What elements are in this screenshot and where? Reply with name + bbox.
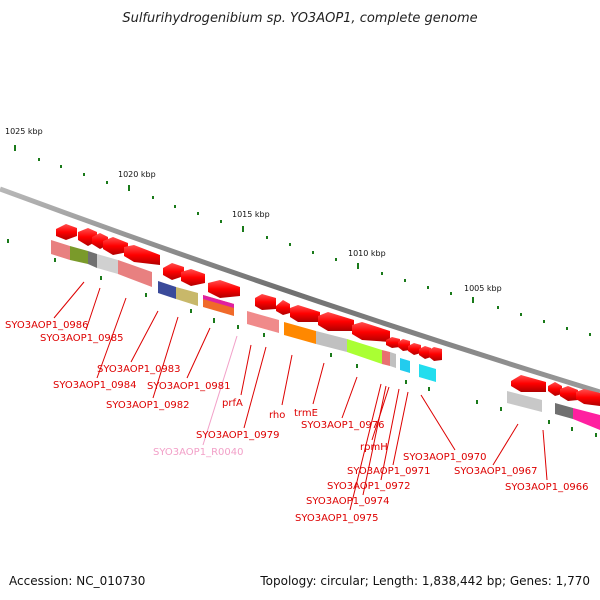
gene-label[interactable]: SYO3AOP1_0967 <box>454 466 538 477</box>
kbp-label-1025: 1025 kbp <box>5 127 43 136</box>
gene-block[interactable] <box>118 260 152 287</box>
gene-block[interactable] <box>88 251 97 268</box>
gene-label[interactable]: prfA <box>222 398 243 409</box>
gene-arrow[interactable] <box>103 237 128 255</box>
gene-label[interactable]: SYO3AOP1_0975 <box>295 513 379 524</box>
gene-label[interactable]: trmE <box>294 408 318 419</box>
gene-label-rna[interactable]: SYO3AOP1_R0040 <box>153 447 243 458</box>
genome-backbone <box>0 186 600 395</box>
gene-label-group: SYO3AOP1_0986 SYO3AOP1_0985 SYO3AOP1_098… <box>5 320 589 524</box>
gene-block[interactable] <box>390 352 396 368</box>
gene-block[interactable] <box>70 246 88 264</box>
kbp-label-1015: 1015 kbp <box>232 210 270 219</box>
gene-label[interactable]: SYO3AOP1_0970 <box>403 452 487 463</box>
gene-block[interactable] <box>158 281 176 299</box>
gene-arrow[interactable] <box>208 280 240 298</box>
accession-text: Accession: NC_010730 <box>9 574 145 588</box>
gene-block[interactable] <box>97 254 118 274</box>
leader-lines <box>53 281 548 511</box>
gene-arrow[interactable] <box>548 382 562 396</box>
gene-label[interactable]: SYO3AOP1_0974 <box>306 496 390 507</box>
gene-arrow[interactable] <box>352 322 390 342</box>
gene-blocks <box>51 240 600 430</box>
gene-label[interactable]: SYO3AOP1_0983 <box>97 364 181 375</box>
gene-block[interactable] <box>203 295 234 308</box>
gene-block[interactable] <box>507 391 542 412</box>
kbp-label-1010: 1010 kbp <box>348 249 386 258</box>
gene-arrow[interactable] <box>419 346 431 359</box>
gene-arrow[interactable] <box>163 263 184 280</box>
gene-block[interactable] <box>382 350 390 366</box>
gene-block[interactable] <box>316 331 347 352</box>
gene-label[interactable]: SYO3AOP1_0982 <box>106 400 190 411</box>
gene-label[interactable]: SYO3AOP1_0985 <box>40 333 124 344</box>
gene-arrows <box>56 224 600 406</box>
gene-arrow[interactable] <box>181 269 205 286</box>
map-title: Sulfurihydrogenibium sp. YO3AOP1, comple… <box>122 11 477 26</box>
gene-arrow[interactable] <box>255 294 276 310</box>
inner-scale-ticks <box>7 239 597 437</box>
gene-block[interactable] <box>284 322 316 344</box>
gene-arrow[interactable] <box>318 312 354 331</box>
outer-scale-ticks <box>14 145 591 336</box>
gene-label[interactable]: SYO3AOP1_0986 <box>5 320 89 331</box>
gene-block[interactable] <box>247 311 279 333</box>
gene-arrow[interactable] <box>124 245 160 265</box>
gene-block[interactable] <box>419 364 436 382</box>
gene-label[interactable]: SYO3AOP1_0981 <box>147 381 231 392</box>
gene-label[interactable]: SYO3AOP1_0976 <box>301 420 385 431</box>
gene-arrow[interactable] <box>56 224 77 240</box>
gene-block[interactable] <box>573 408 600 430</box>
gene-arrow[interactable] <box>398 339 410 351</box>
leader-line-rna <box>202 335 238 446</box>
gene-block[interactable] <box>51 240 70 260</box>
gene-label[interactable]: SYO3AOP1_0984 <box>53 380 137 391</box>
gene-block[interactable] <box>347 339 382 364</box>
gene-label[interactable]: rpmH <box>360 442 388 453</box>
gene-label[interactable]: SYO3AOP1_0966 <box>505 482 589 493</box>
kbp-label-1005: 1005 kbp <box>464 284 502 293</box>
kbp-label-1020: 1020 kbp <box>118 170 156 179</box>
gene-block[interactable] <box>555 403 573 419</box>
gene-label[interactable]: SYO3AOP1_0972 <box>327 481 411 492</box>
gene-arrow[interactable] <box>576 389 600 406</box>
gene-arrow[interactable] <box>560 386 578 401</box>
gene-arrow[interactable] <box>290 305 320 322</box>
topology-text: Topology: circular; Length: 1,838,442 bp… <box>259 574 590 588</box>
gene-label[interactable]: rho <box>269 410 285 421</box>
gene-block[interactable] <box>400 358 410 373</box>
gene-arrow[interactable] <box>386 337 400 348</box>
gene-label[interactable]: SYO3AOP1_0971 <box>347 466 431 477</box>
gene-arrow[interactable] <box>408 343 421 355</box>
gene-arrow[interactable] <box>429 347 442 361</box>
gene-label[interactable]: SYO3AOP1_0979 <box>196 430 280 441</box>
gene-block[interactable] <box>176 287 198 306</box>
gene-arrow[interactable] <box>276 300 290 315</box>
gene-arrow[interactable] <box>511 375 546 392</box>
